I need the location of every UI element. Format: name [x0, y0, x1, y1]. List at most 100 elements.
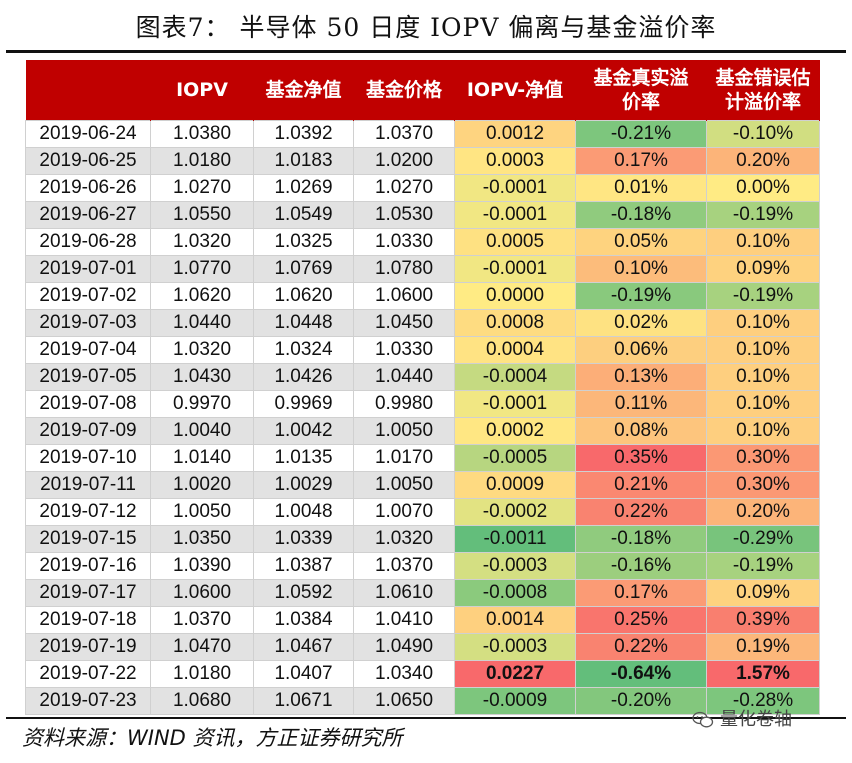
- iopv-cell: 1.0390: [150, 552, 254, 580]
- table-row: 2019-07-18 1.0370 1.0384 1.0410 0.0014 0.25% 0…: [25, 606, 820, 634]
- price-cell: 1.0410: [353, 606, 455, 634]
- nav-cell: 1.0549: [253, 201, 354, 229]
- header-iopv-line: IOPV: [176, 79, 228, 101]
- iopv-cell: 1.0440: [150, 309, 254, 337]
- header-est-premium-line: 基金错误估: [715, 67, 811, 89]
- iopv-cell: 1.0380: [150, 120, 254, 148]
- table-row: 2019-07-16 1.0390 1.0387 1.0370 -0.0003 -0.16…: [25, 552, 820, 580]
- nav-cell: 1.0387: [253, 552, 354, 580]
- est-premium-cell: 0.39%: [706, 606, 820, 634]
- date-cell: 2019-07-05: [25, 363, 151, 391]
- date-cell: 2019-07-19: [25, 633, 151, 661]
- source-note: 资料来源：WIND 资讯，方正证券研究所: [22, 726, 403, 750]
- est-premium-cell: 0.00%: [706, 174, 820, 202]
- diff-cell: 0.0003: [454, 147, 576, 175]
- price-cell: 1.0330: [353, 228, 455, 256]
- header-price: 基金价格: [353, 60, 455, 121]
- header-real-premium: 基金真实溢 价率: [575, 60, 707, 121]
- date-cell: 2019-07-16: [25, 552, 151, 580]
- price-cell: 1.0270: [353, 174, 455, 202]
- real-premium-cell: -0.21%: [575, 120, 707, 148]
- table-row: 2019-06-28 1.0320 1.0325 1.0330 0.0005 0.05% 0…: [25, 228, 820, 256]
- date-cell: 2019-07-17: [25, 579, 151, 607]
- est-premium-cell: 0.20%: [706, 498, 820, 526]
- diff-cell: -0.0005: [454, 444, 576, 472]
- real-premium-cell: -0.64%: [575, 660, 707, 688]
- price-cell: 1.0050: [353, 471, 455, 499]
- table-row: 2019-07-17 1.0600 1.0592 1.0610 -0.0008 0.17%…: [25, 579, 820, 607]
- iopv-cell: 1.0180: [150, 147, 254, 175]
- date-cell: 2019-07-10: [25, 444, 151, 472]
- header-est-premium-line: 计溢价率: [724, 91, 801, 113]
- header-price-line: 基金价格: [365, 79, 442, 101]
- table-row: 2019-07-10 1.0140 1.0135 1.0170 -0.0005 0.35%…: [25, 444, 820, 472]
- real-premium-cell: 0.08%: [575, 417, 707, 445]
- nav-cell: 1.0620: [253, 282, 354, 310]
- real-premium-cell: -0.18%: [575, 525, 707, 553]
- iopv-cell: 1.0270: [150, 174, 254, 202]
- price-cell: 1.0170: [353, 444, 455, 472]
- table-row: 2019-07-23 1.0680 1.0671 1.0650 -0.0009 -0.20…: [25, 687, 820, 715]
- title-underline: [6, 50, 846, 53]
- est-premium-cell: 0.19%: [706, 633, 820, 661]
- header-blank: [25, 60, 151, 121]
- nav-cell: 1.0407: [253, 660, 354, 688]
- real-premium-cell: 0.01%: [575, 174, 707, 202]
- iopv-cell: 1.0350: [150, 525, 254, 553]
- est-premium-cell: 0.10%: [706, 363, 820, 391]
- wechat-icon: [692, 711, 714, 728]
- header-iopv: IOPV: [150, 60, 254, 121]
- nav-cell: 1.0269: [253, 174, 354, 202]
- diff-cell: 0.0014: [454, 606, 576, 634]
- est-premium-cell: 1.57%: [706, 660, 820, 688]
- real-premium-cell: 0.22%: [575, 633, 707, 661]
- real-premium-cell: -0.16%: [575, 552, 707, 580]
- date-cell: 2019-07-03: [25, 309, 151, 337]
- est-premium-cell: 0.20%: [706, 147, 820, 175]
- header-real-premium-line: 基金真实溢: [593, 67, 689, 89]
- iopv-cell: 1.0600: [150, 579, 254, 607]
- est-premium-cell: 0.09%: [706, 579, 820, 607]
- nav-cell: 1.0029: [253, 471, 354, 499]
- diff-cell: -0.0001: [454, 255, 576, 283]
- est-premium-cell: 0.10%: [706, 309, 820, 337]
- diff-cell: -0.0001: [454, 390, 576, 418]
- date-cell: 2019-06-28: [25, 228, 151, 256]
- real-premium-cell: 0.10%: [575, 255, 707, 283]
- nav-cell: 1.0592: [253, 579, 354, 607]
- iopv-cell: 1.0680: [150, 687, 254, 715]
- iopv-cell: 1.0550: [150, 201, 254, 229]
- header-nav: 基金净值: [253, 60, 354, 121]
- real-premium-cell: -0.19%: [575, 282, 707, 310]
- est-premium-cell: 0.10%: [706, 417, 820, 445]
- nav-cell: 1.0135: [253, 444, 354, 472]
- nav-cell: 1.0671: [253, 687, 354, 715]
- nav-cell: 1.0392: [253, 120, 354, 148]
- nav-cell: 1.0384: [253, 606, 354, 634]
- est-premium-cell: 0.09%: [706, 255, 820, 283]
- table-row: 2019-06-26 1.0270 1.0269 1.0270 -0.0001 0.01%…: [25, 174, 820, 202]
- date-cell: 2019-06-24: [25, 120, 151, 148]
- iopv-cell: 1.0370: [150, 606, 254, 634]
- diff-cell: 0.0227: [454, 660, 576, 688]
- table-row: 2019-07-11 1.0020 1.0029 1.0050 0.0009 0.21% 0…: [25, 471, 820, 499]
- header-iopv-minus-nav-line: IOPV-净值: [466, 79, 564, 101]
- est-premium-cell: -0.19%: [706, 552, 820, 580]
- date-cell: 2019-07-08: [25, 390, 151, 418]
- diff-cell: 0.0005: [454, 228, 576, 256]
- price-cell: 1.0490: [353, 633, 455, 661]
- date-cell: 2019-07-15: [25, 525, 151, 553]
- header-nav-line: 基金净值: [265, 79, 342, 101]
- nav-cell: 1.0448: [253, 309, 354, 337]
- table-row: 2019-07-08 0.9970 0.9969 0.9980 -0.0001 0.11%…: [25, 390, 820, 418]
- real-premium-cell: 0.06%: [575, 336, 707, 364]
- watermark-text: 量化卷轴: [720, 709, 792, 730]
- diff-cell: -0.0001: [454, 201, 576, 229]
- est-premium-cell: 0.30%: [706, 471, 820, 499]
- real-premium-cell: 0.17%: [575, 147, 707, 175]
- diff-cell: -0.0003: [454, 552, 576, 580]
- price-cell: 1.0450: [353, 309, 455, 337]
- chart-title: 图表7： 半导体 50 日度 IOPV 偏离与基金溢价率: [135, 13, 717, 42]
- price-cell: 0.9980: [353, 390, 455, 418]
- table-row: 2019-07-12 1.0050 1.0048 1.0070 -0.0002 0.22%…: [25, 498, 820, 526]
